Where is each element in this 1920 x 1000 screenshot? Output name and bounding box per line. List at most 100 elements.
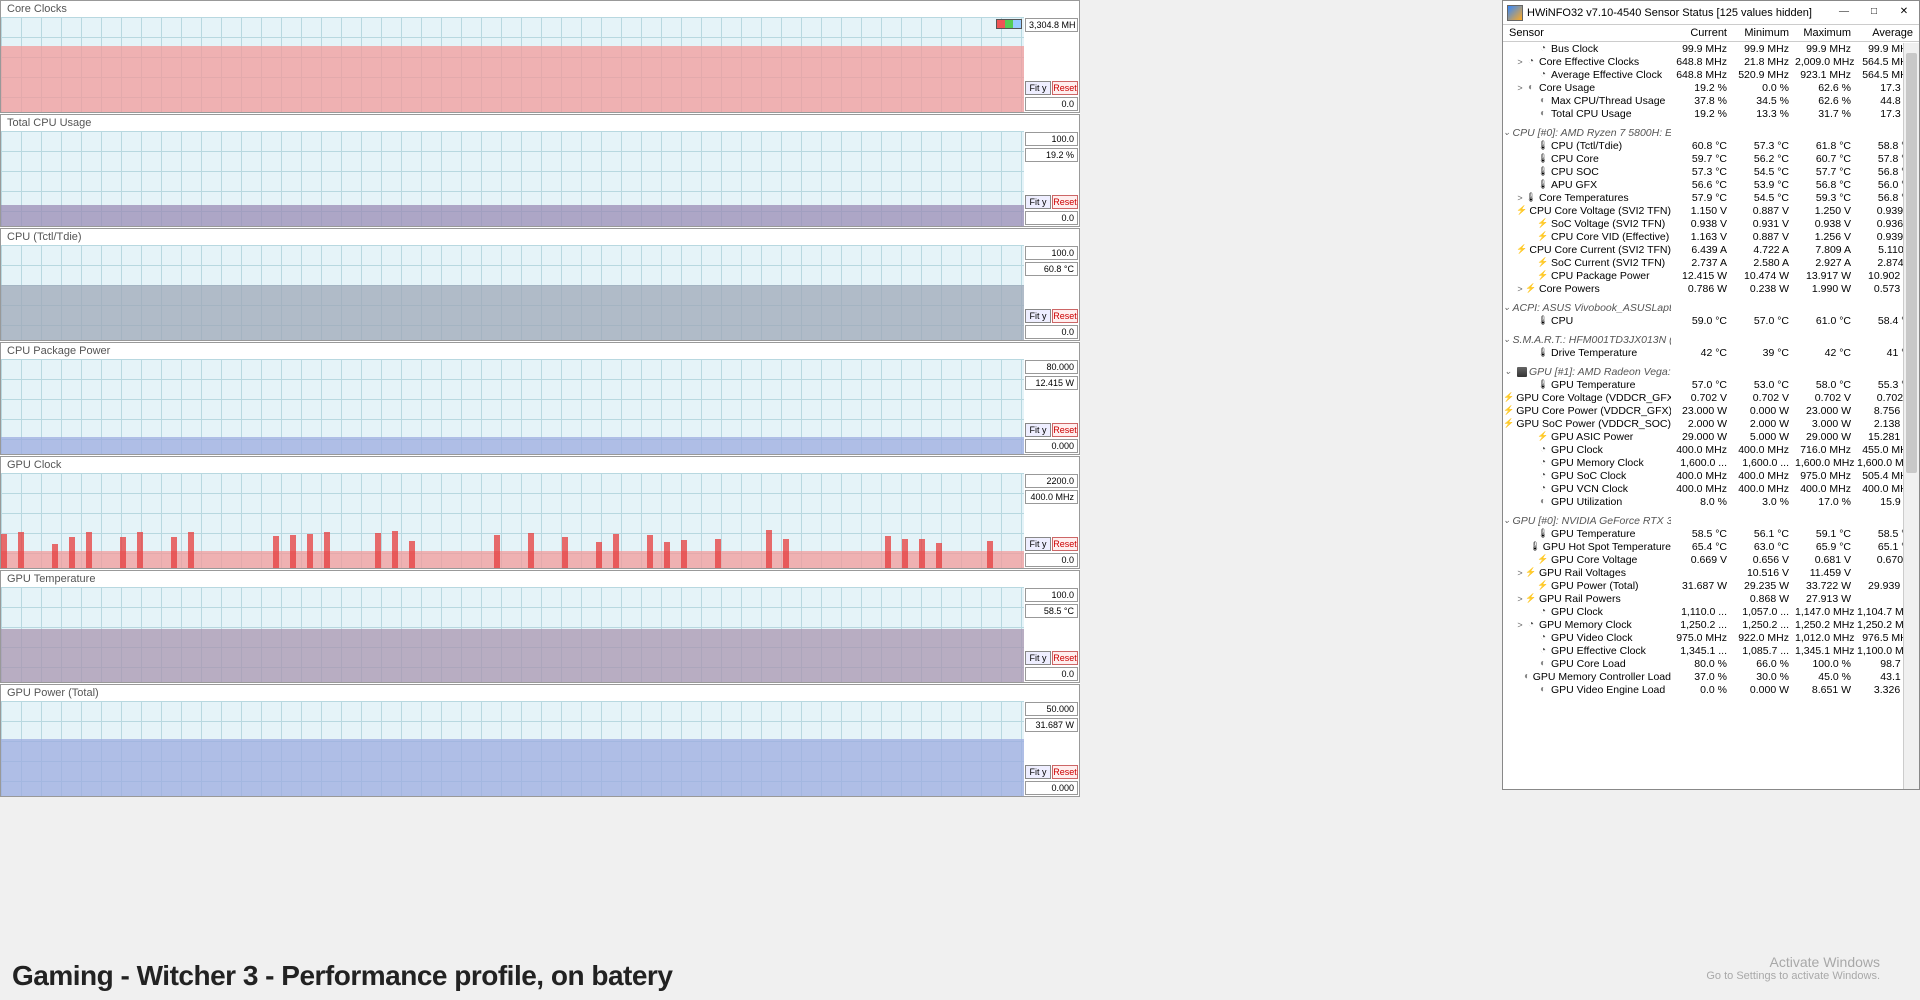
- sensor-row[interactable]: GPU Clock1,110.0 ...1,057.0 ...1,147.0 M…: [1503, 605, 1919, 618]
- clock-icon: [1537, 43, 1549, 55]
- sensor-row[interactable]: CPU SOC57.3 °C54.5 °C57.7 °C56.8 °C: [1503, 165, 1919, 178]
- volt-icon: [1516, 244, 1527, 256]
- reset-button[interactable]: Reset: [1052, 765, 1078, 779]
- volt-icon: [1537, 257, 1549, 269]
- graph-canvas[interactable]: [1, 701, 1024, 796]
- sensor-row[interactable]: >Core Powers0.786 W0.238 W1.990 W0.573 W: [1503, 282, 1919, 295]
- fit-y-button[interactable]: Fit y: [1025, 651, 1051, 665]
- graph-canvas[interactable]: [1, 17, 1024, 112]
- sensor-row[interactable]: GPU Core Power (VDDCR_GFX)23.000 W0.000 …: [1503, 404, 1919, 417]
- col-current[interactable]: Current: [1671, 27, 1733, 39]
- col-minimum[interactable]: Minimum: [1733, 27, 1795, 39]
- temp-icon: [1537, 153, 1549, 165]
- scrollbar[interactable]: [1903, 43, 1919, 789]
- reset-button[interactable]: Reset: [1052, 423, 1078, 437]
- sensor-row[interactable]: Drive Temperature42 °C39 °C42 °C41 °C: [1503, 346, 1919, 359]
- temp-icon: [1537, 315, 1549, 327]
- power-icon: [1525, 283, 1537, 295]
- sensor-row[interactable]: GPU Effective Clock1,345.1 ...1,085.7 ..…: [1503, 644, 1919, 657]
- power-icon: [1537, 431, 1549, 443]
- reset-button[interactable]: Reset: [1052, 195, 1078, 209]
- hwinfo-window: HWiNFO32 v7.10-4540 Sensor Status [125 v…: [1502, 0, 1920, 790]
- sensor-row[interactable]: >GPU Rail Powers0.868 W27.913 W: [1503, 592, 1919, 605]
- sensor-row[interactable]: GPU Core Voltage (VDDCR_GFX)0.702 V0.702…: [1503, 391, 1919, 404]
- sensor-row[interactable]: APU GFX56.6 °C53.9 °C56.8 °C56.0 °C: [1503, 178, 1919, 191]
- graph-panel-6: GPU Power (Total)50.00031.687 WFit yRese…: [0, 684, 1080, 797]
- sensor-row[interactable]: GPU SoC Power (VDDCR_SOC)2.000 W2.000 W3…: [1503, 417, 1919, 430]
- sensor-row[interactable]: CPU (Tctl/Tdie)60.8 °C57.3 °C61.8 °C58.8…: [1503, 139, 1919, 152]
- sensor-row[interactable]: CPU Core Current (SVI2 TFN)6.439 A4.722 …: [1503, 243, 1919, 256]
- sensor-row[interactable]: GPU Core Load80.0 %66.0 %100.0 %98.7 %: [1503, 657, 1919, 670]
- sensor-table-body[interactable]: Bus Clock99.9 MHz99.9 MHz99.9 MHz99.9 MH…: [1503, 42, 1919, 782]
- reset-button[interactable]: Reset: [1052, 81, 1078, 95]
- graph-panel-4: GPU Clock2200.0400.0 MHzFit yReset0.0: [0, 456, 1080, 569]
- close-button[interactable]: ✕: [1889, 2, 1919, 24]
- graph-current: 58.5 °C: [1025, 604, 1078, 618]
- temp-icon: [1537, 179, 1549, 191]
- sensor-group-header[interactable]: ⌄GPU [#1]: AMD Radeon Vega:: [1503, 365, 1919, 378]
- volt-icon: [1503, 392, 1514, 404]
- sensor-row[interactable]: >Core Usage19.2 %0.0 %62.6 %17.3 %: [1503, 81, 1919, 94]
- graph-canvas[interactable]: [1, 245, 1024, 340]
- sensor-row[interactable]: >GPU Memory Clock1,250.2 ...1,250.2 ...1…: [1503, 618, 1919, 631]
- sensor-row[interactable]: CPU59.0 °C57.0 °C61.0 °C58.4 °C: [1503, 314, 1919, 327]
- col-average[interactable]: Average: [1857, 27, 1919, 39]
- reset-button[interactable]: Reset: [1052, 651, 1078, 665]
- volt-icon: [1537, 554, 1549, 566]
- sensor-row[interactable]: GPU Core Voltage0.669 V0.656 V0.681 V0.6…: [1503, 553, 1919, 566]
- sensor-group-header[interactable]: ⌄ACPI: ASUS Vivobook_ASUSLaptop...: [1503, 301, 1919, 314]
- sensor-row[interactable]: Average Effective Clock648.8 MHz520.9 MH…: [1503, 68, 1919, 81]
- sensor-row[interactable]: GPU Hot Spot Temperature65.4 °C63.0 °C65…: [1503, 540, 1919, 553]
- fit-y-button[interactable]: Fit y: [1025, 81, 1051, 95]
- sensor-row[interactable]: SoC Current (SVI2 TFN)2.737 A2.580 A2.92…: [1503, 256, 1919, 269]
- graph-canvas[interactable]: [1, 473, 1024, 568]
- sensor-row[interactable]: CPU Package Power12.415 W10.474 W13.917 …: [1503, 269, 1919, 282]
- sensor-row[interactable]: GPU Memory Clock1,600.0 ...1,600.0 ...1,…: [1503, 456, 1919, 469]
- usage-icon: [1537, 95, 1549, 107]
- col-sensor[interactable]: Sensor: [1503, 27, 1671, 39]
- sensor-row[interactable]: Total CPU Usage19.2 %13.3 %31.7 %17.3 %: [1503, 107, 1919, 120]
- sensor-row[interactable]: GPU VCN Clock400.0 MHz400.0 MHz400.0 MHz…: [1503, 482, 1919, 495]
- sensor-row[interactable]: CPU Core59.7 °C56.2 °C60.7 °C57.8 °C: [1503, 152, 1919, 165]
- sensor-row[interactable]: SoC Voltage (SVI2 TFN)0.938 V0.931 V0.93…: [1503, 217, 1919, 230]
- power-icon: [1525, 593, 1537, 605]
- sensor-row[interactable]: GPU Temperature57.0 °C53.0 °C58.0 °C55.3…: [1503, 378, 1919, 391]
- graph-title: Core Clocks: [1, 1, 1079, 17]
- sensor-row[interactable]: GPU Temperature58.5 °C56.1 °C59.1 °C58.5…: [1503, 527, 1919, 540]
- fit-y-button[interactable]: Fit y: [1025, 195, 1051, 209]
- graph-canvas[interactable]: [1, 359, 1024, 454]
- sensor-group-header[interactable]: ⌄CPU [#0]: AMD Ryzen 7 5800H: En...: [1503, 126, 1919, 139]
- scrollbar-thumb[interactable]: [1906, 53, 1917, 473]
- sensor-row[interactable]: Bus Clock99.9 MHz99.9 MHz99.9 MHz99.9 MH…: [1503, 42, 1919, 55]
- graph-current: 31.687 W: [1025, 718, 1078, 732]
- fit-y-button[interactable]: Fit y: [1025, 765, 1051, 779]
- sensor-row[interactable]: GPU ASIC Power29.000 W5.000 W29.000 W15.…: [1503, 430, 1919, 443]
- fit-y-button[interactable]: Fit y: [1025, 309, 1051, 323]
- graph-canvas[interactable]: [1, 587, 1024, 682]
- graph-canvas[interactable]: [1, 131, 1024, 226]
- titlebar[interactable]: HWiNFO32 v7.10-4540 Sensor Status [125 v…: [1503, 1, 1919, 25]
- sensor-row[interactable]: GPU Utilization8.0 %3.0 %17.0 %15.9 %: [1503, 495, 1919, 508]
- sensor-group-header[interactable]: ⌄S.M.A.R.T.: HFM001TD3JX013N (C...: [1503, 333, 1919, 346]
- sensor-row[interactable]: CPU Core Voltage (SVI2 TFN)1.150 V0.887 …: [1503, 204, 1919, 217]
- fit-y-button[interactable]: Fit y: [1025, 423, 1051, 437]
- sensor-row[interactable]: GPU Power (Total)31.687 W29.235 W33.722 …: [1503, 579, 1919, 592]
- sensor-row[interactable]: GPU Video Clock975.0 MHz922.0 MHz1,012.0…: [1503, 631, 1919, 644]
- sensor-group-header[interactable]: ⌄GPU [#0]: NVIDIA GeForce RTX 30...: [1503, 514, 1919, 527]
- sensor-row[interactable]: CPU Core VID (Effective)1.163 V0.887 V1.…: [1503, 230, 1919, 243]
- maximize-button[interactable]: □: [1859, 2, 1889, 24]
- reset-button[interactable]: Reset: [1052, 537, 1078, 551]
- fit-y-button[interactable]: Fit y: [1025, 537, 1051, 551]
- temp-icon: [1525, 192, 1537, 204]
- sensor-row[interactable]: GPU SoC Clock400.0 MHz400.0 MHz975.0 MHz…: [1503, 469, 1919, 482]
- sensor-row[interactable]: >Core Temperatures57.9 °C54.5 °C59.3 °C5…: [1503, 191, 1919, 204]
- sensor-row[interactable]: >GPU Rail Voltages10.516 V11.459 V: [1503, 566, 1919, 579]
- sensor-row[interactable]: GPU Memory Controller Load37.0 %30.0 %45…: [1503, 670, 1919, 683]
- sensor-row[interactable]: GPU Video Engine Load0.0 %0.000 W8.651 W…: [1503, 683, 1919, 696]
- col-maximum[interactable]: Maximum: [1795, 27, 1857, 39]
- sensor-row[interactable]: >Core Effective Clocks648.8 MHz21.8 MHz2…: [1503, 55, 1919, 68]
- sensor-row[interactable]: Max CPU/Thread Usage37.8 %34.5 %62.6 %44…: [1503, 94, 1919, 107]
- sensor-row[interactable]: GPU Clock400.0 MHz400.0 MHz716.0 MHz455.…: [1503, 443, 1919, 456]
- minimize-button[interactable]: —: [1829, 2, 1859, 24]
- reset-button[interactable]: Reset: [1052, 309, 1078, 323]
